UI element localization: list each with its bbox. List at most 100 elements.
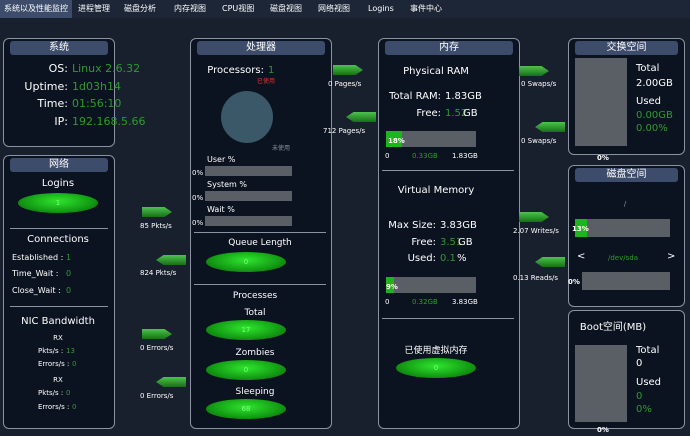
value: 2.00GB xyxy=(636,78,673,89)
separator xyxy=(10,306,108,307)
progress-bar xyxy=(386,277,476,293)
vm-indicator: 0 xyxy=(396,358,476,378)
mount: / xyxy=(623,200,627,208)
tab[interactable]: CPU视图 xyxy=(222,4,255,13)
value: 1 xyxy=(268,65,275,76)
flow-label: 0 Swaps/s xyxy=(521,80,557,88)
flow-arrow xyxy=(333,65,363,75)
label: RX xyxy=(53,376,63,384)
progress-bar xyxy=(205,191,292,201)
label: IP: xyxy=(54,115,68,128)
tab[interactable]: 事件中心 xyxy=(410,4,442,13)
value: 0 xyxy=(66,389,71,397)
prev-button[interactable]: < xyxy=(577,251,586,262)
value: 0.00% xyxy=(636,123,668,134)
label: Time: xyxy=(37,97,68,110)
tab[interactable]: 系统以及性能监控 xyxy=(0,0,72,18)
pie-label: 已使用 xyxy=(257,78,276,85)
flow-label: 0 Errors/s xyxy=(140,392,174,400)
label: Max Size: xyxy=(388,220,436,231)
label: Sleeping xyxy=(235,387,275,397)
flow-arrow xyxy=(519,212,549,222)
progress-bar xyxy=(582,272,670,290)
flow-arrow xyxy=(142,329,172,339)
tab[interactable]: 网络视图 xyxy=(318,4,350,13)
value: 0 xyxy=(385,298,390,306)
value: 0 xyxy=(66,269,72,278)
tab-bar: 系统以及性能监控 进程管理 磁盘分析 内存视图 CPU视图 磁盘视图 网络视图 … xyxy=(0,0,690,18)
flow-label: 712 Pages/s xyxy=(323,127,366,135)
bar-label: 18% xyxy=(388,137,405,145)
separator xyxy=(194,284,326,285)
tab[interactable]: 磁盘分析 xyxy=(124,4,156,13)
label: OS: xyxy=(48,62,68,75)
tab[interactable]: Logins xyxy=(368,4,394,13)
label: Used xyxy=(636,96,662,107)
value: 1.52 xyxy=(445,108,468,119)
label: Used xyxy=(636,377,662,388)
flow-arrow xyxy=(535,122,565,132)
value: 1.83GB xyxy=(452,152,478,160)
value: 0 xyxy=(636,391,643,402)
tab[interactable]: 进程管理 xyxy=(78,4,110,13)
value: 3.83GB xyxy=(440,220,477,231)
flow-label: 824 Pkts/s xyxy=(140,269,177,277)
section-title: Physical RAM xyxy=(403,66,469,77)
label: Processes xyxy=(232,291,278,301)
logins-indicator: 1 xyxy=(18,193,98,213)
process-indicator: 17 xyxy=(206,320,286,340)
tab[interactable]: 内存视图 xyxy=(174,4,206,13)
separator xyxy=(10,228,108,229)
separator xyxy=(382,170,514,171)
value: 0.1 xyxy=(440,253,456,264)
label: NIC Bandwidth xyxy=(21,316,95,327)
value: 0 xyxy=(72,360,77,368)
gauge-label: 0% xyxy=(597,426,609,434)
progress-fill xyxy=(575,219,588,237)
value: 1.83GB xyxy=(445,91,482,102)
label: Total xyxy=(244,308,266,318)
separator xyxy=(194,232,326,233)
panel-title: 系统 xyxy=(10,41,108,55)
value: Linux 2.6.32 xyxy=(72,62,141,75)
value: 0 xyxy=(72,403,77,411)
value: 0.33GB xyxy=(412,152,438,160)
value: 192.168.5.66 xyxy=(72,115,146,128)
label: 已使用虚拟内存 xyxy=(404,346,468,356)
label: Used: xyxy=(407,253,436,264)
flow-label: 0.13 Reads/s xyxy=(513,274,559,282)
gauge xyxy=(575,58,627,146)
value: 0 xyxy=(636,358,643,369)
process-indicator: 0 xyxy=(206,360,286,380)
value: 0.32GB xyxy=(412,298,438,306)
flow-label: 2.07 Writes/s xyxy=(513,227,559,235)
progress-bar xyxy=(575,219,670,237)
flow-arrow xyxy=(156,255,186,265)
flow-arrow xyxy=(519,66,549,76)
system-panel: 系统 xyxy=(3,38,115,147)
value: 1d03h14 xyxy=(72,80,121,93)
panel-title: 内存 xyxy=(385,41,513,55)
label: Wait % xyxy=(207,205,235,214)
progress-bar xyxy=(386,131,476,147)
gauge-label: 0% xyxy=(597,154,609,162)
value: 3.83GB xyxy=(452,298,478,306)
flow-label: 0 Swaps/s xyxy=(521,137,557,145)
gauge xyxy=(575,345,627,422)
value: 0% xyxy=(192,194,204,202)
label: Total RAM: xyxy=(389,91,441,102)
next-button[interactable]: > xyxy=(667,251,676,262)
label: Processors: xyxy=(207,65,264,76)
label: Free: xyxy=(411,237,436,248)
label: Time_Wait : xyxy=(12,269,59,278)
label: Total xyxy=(636,345,660,356)
tab[interactable]: 磁盘视图 xyxy=(270,4,302,13)
value: 0 xyxy=(66,286,72,295)
progress-bar xyxy=(205,166,292,176)
label: Pkts/s : xyxy=(38,347,64,355)
unit: % xyxy=(457,253,467,264)
label: Zombies xyxy=(235,348,275,358)
bar-label: 9% xyxy=(386,283,398,291)
value: 0 xyxy=(385,152,390,160)
